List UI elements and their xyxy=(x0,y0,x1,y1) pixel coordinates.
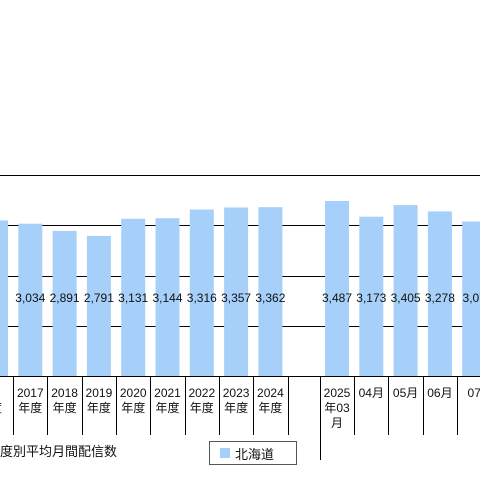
data-label: 3,357 xyxy=(221,291,251,305)
bar xyxy=(359,216,384,376)
bar xyxy=(258,207,283,376)
x-tick-label: 2018 xyxy=(51,386,78,400)
data-label: 3,278 xyxy=(425,291,455,305)
data-label: 3,316 xyxy=(187,291,217,305)
bar xyxy=(121,218,146,376)
x-tick-label: 2019 xyxy=(86,386,113,400)
x-tick-label: 05月 xyxy=(393,386,418,400)
x-tick-label: 年度 xyxy=(155,400,179,415)
x-tick-label: 2017 xyxy=(17,386,44,400)
bar xyxy=(189,209,214,376)
bar xyxy=(86,235,111,376)
bar xyxy=(52,230,77,376)
bar xyxy=(18,223,43,376)
x-tick-label: 月 xyxy=(331,416,343,430)
data-label: 2,791 xyxy=(84,291,114,305)
data-label: 3,173 xyxy=(356,291,386,305)
data-label: 2,891 xyxy=(50,291,80,305)
x-tick-label: 2021 xyxy=(154,386,181,400)
bar xyxy=(325,201,349,376)
x-tick-label: 06月 xyxy=(427,386,452,400)
legend-swatch xyxy=(220,448,230,458)
legend-label: 北海道 xyxy=(235,446,275,462)
x-tick-label: 度 xyxy=(0,400,2,415)
x-tick-label: 2020 xyxy=(120,386,147,400)
bar xyxy=(0,220,8,376)
x-tick-label: 年度 xyxy=(87,400,111,415)
data-label: 3,131 xyxy=(118,291,148,305)
x-tick-label: 年度 xyxy=(18,400,42,415)
x-tick-label: 年度 xyxy=(190,400,214,415)
data-label: 3,405 xyxy=(391,291,421,305)
bar xyxy=(224,207,249,376)
chart-legend: 北海道 xyxy=(209,441,297,465)
data-label: 3,487 xyxy=(322,291,352,305)
x-tick-label: 07 xyxy=(468,386,480,400)
x-tick-label: 2024 xyxy=(257,386,284,400)
data-label: 3,034 xyxy=(15,291,45,305)
data-label: 3,07 xyxy=(463,291,480,305)
bar xyxy=(462,221,480,376)
x-tick-label: 04月 xyxy=(359,386,384,400)
x-tick-label: 2023 xyxy=(223,386,250,400)
x-tick-label: 年度 xyxy=(258,400,282,415)
x-tick-label: 年度 xyxy=(121,400,145,415)
bar xyxy=(427,211,452,376)
x-tick-label: 年03 xyxy=(324,401,350,415)
x-tick-label: 年度 xyxy=(53,400,77,415)
x-tick-label: 2025 xyxy=(324,386,351,400)
x-tick-label: 2022 xyxy=(188,386,215,400)
x-tick-label: 年度 xyxy=(224,400,248,415)
bar xyxy=(393,205,418,376)
data-label: 3,362 xyxy=(255,291,285,305)
bar xyxy=(155,218,180,376)
data-label: 3,144 xyxy=(152,291,182,305)
chart-caption: 度別平均月間配信数 xyxy=(0,444,118,459)
